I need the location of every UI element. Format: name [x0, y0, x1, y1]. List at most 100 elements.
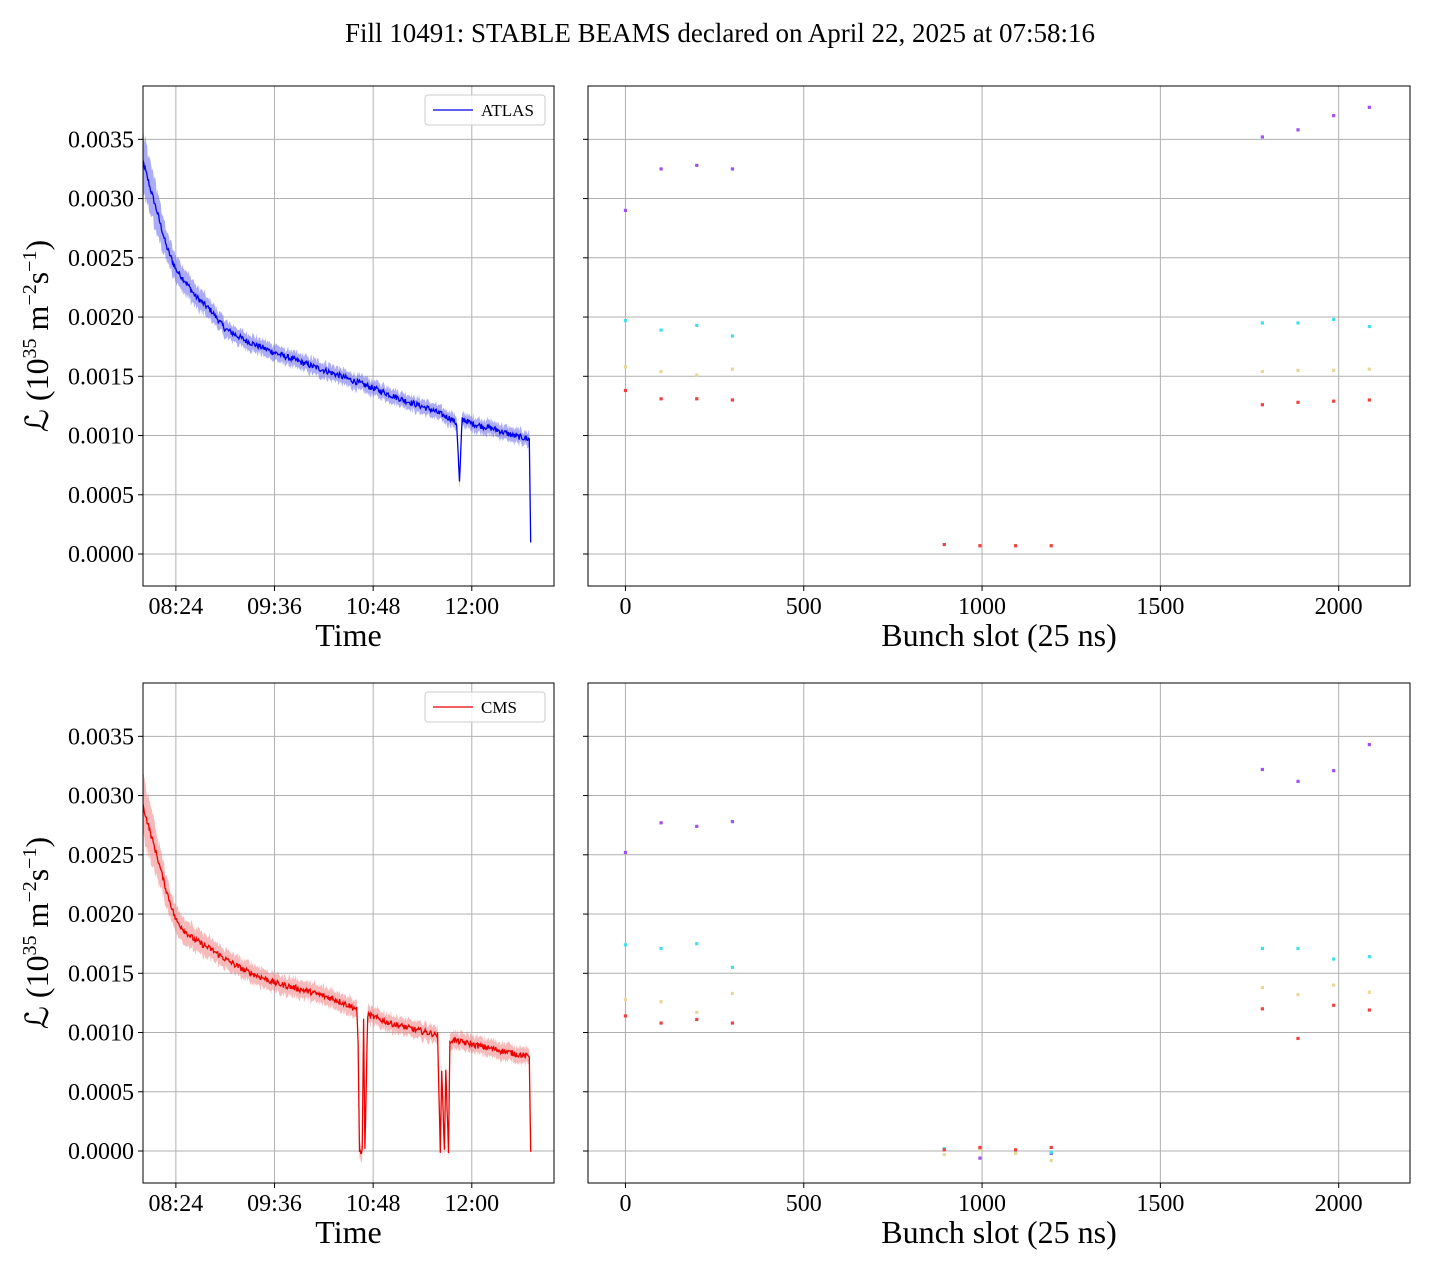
scatter-point: [1296, 368, 1300, 372]
y-tick-label: 0.0020: [68, 902, 134, 928]
x-tick-label: 08:24: [149, 1191, 204, 1217]
legend-label: ATLAS: [481, 101, 534, 120]
y-tick-label: 0.0035: [68, 127, 134, 153]
scatter-point: [695, 373, 699, 377]
x-tick-label: 1000: [958, 594, 1006, 620]
scatter-point: [1332, 317, 1336, 322]
x-tick-label: 08:24: [149, 594, 204, 620]
scatter-point: [978, 1156, 982, 1160]
scatter-point: [1260, 135, 1264, 139]
x-tick-label: 500: [786, 594, 822, 620]
x-tick-label: 2000: [1315, 1191, 1363, 1217]
scatter-point: [1332, 983, 1336, 987]
series-line: [143, 802, 532, 1155]
scatter-point: [1049, 544, 1053, 548]
panel-bottom-left: 08:24 09:36 10:48 12:00 0.0000 0.0005 0.0010 0.…: [19, 682, 555, 1250]
panel-top-left: 08:24 09:36 10:48 12:00 0.0000 0.0005 0.0010 0.…: [19, 85, 555, 653]
scatter-point: [695, 942, 699, 946]
axes-frame: [142, 85, 555, 587]
scatter-point: [1260, 985, 1264, 990]
x-tick-label: 0: [619, 1191, 631, 1217]
x-tick-label: 1000: [958, 1191, 1006, 1217]
scatter-point: [623, 997, 628, 1001]
scatter-point: [1296, 321, 1300, 325]
scatter-point: [730, 334, 735, 338]
scatter-point: [623, 208, 628, 213]
scatter-point: [659, 328, 663, 332]
scatter-point: [695, 397, 699, 401]
scatter-point: [695, 824, 699, 828]
y-tick-label: 0.0030: [68, 784, 134, 810]
y-axis-label: ℒ (1035 m−2s−1): [19, 240, 55, 432]
x-tick-label: 10:48: [346, 594, 401, 620]
scatter-point: [978, 544, 982, 548]
scatter-point: [695, 1010, 699, 1014]
axes-frame: [142, 682, 555, 1184]
scatter-point: [1332, 769, 1336, 773]
scatter-point: [1049, 1145, 1053, 1150]
x-tick-label: 1500: [1136, 594, 1184, 620]
axes-frame: [587, 682, 1411, 1184]
panel-bottom-right: 0 500 1000 1500 2000 Bunch slot (25 ns): [583, 682, 1411, 1250]
scatter-point: [978, 1148, 982, 1152]
legend-box: [424, 94, 546, 126]
scatter-point: [695, 323, 699, 327]
scatter-point: [659, 167, 663, 171]
scatter-point: [730, 991, 735, 996]
scatter-point: [942, 1152, 946, 1157]
scatter-point: [1260, 369, 1264, 374]
series-line: [143, 156, 532, 543]
scatter-point: [1332, 957, 1336, 961]
x-axis-label: Bunch slot (25 ns): [881, 617, 1117, 653]
x-tick-label: 12:00: [444, 1191, 499, 1217]
scatter-point: [623, 365, 628, 369]
scatter-point: [1367, 743, 1371, 747]
y-tick-label: 0.0005: [68, 483, 134, 509]
scatter-point: [623, 1014, 628, 1018]
scatter-point: [659, 397, 663, 401]
scatter-point: [942, 542, 946, 547]
scatter-point: [1013, 1151, 1018, 1155]
scatter-point: [1296, 993, 1300, 997]
y-tick-label: 0.0015: [68, 961, 134, 987]
scatter-point: [1260, 321, 1264, 325]
figure-title: Fill 10491: STABLE BEAMS declared on Apr…: [344, 18, 1096, 48]
scatter-point: [1013, 544, 1018, 548]
y-tick-label: 0.0005: [68, 1080, 134, 1106]
scatter-point: [659, 1000, 663, 1004]
legend-box: [424, 691, 546, 723]
scatter-point: [1049, 1158, 1053, 1163]
scatter-point: [1260, 1007, 1264, 1011]
y-tick-label: 0.0000: [68, 1139, 134, 1165]
scatter-point: [1367, 367, 1371, 371]
y-tick-label: 0.0010: [68, 1021, 134, 1047]
scatter-point: [1367, 398, 1371, 402]
scatter-point: [659, 369, 663, 374]
scatter-point: [623, 943, 628, 947]
x-axis-label: Time: [315, 617, 381, 653]
legend-label: CMS: [481, 698, 517, 717]
scatter-point: [1296, 400, 1300, 404]
y-axis-label: ℒ (1035 m−2s−1): [19, 837, 55, 1029]
scatter-point: [659, 946, 663, 951]
x-tick-label: 500: [786, 1191, 822, 1217]
scatter-point: [1332, 1003, 1336, 1007]
scatter-point: [623, 850, 628, 855]
scatter-point: [1296, 946, 1300, 951]
y-tick-label: 0.0000: [68, 542, 134, 568]
x-tick-label: 12:00: [444, 594, 499, 620]
x-axis-label: Time: [315, 1214, 381, 1250]
scatter-point: [730, 820, 735, 824]
scatter-point: [730, 965, 735, 969]
scatter-point: [1367, 1008, 1371, 1012]
x-tick-label: 0: [619, 594, 631, 620]
x-tick-label: 2000: [1315, 594, 1363, 620]
x-tick-label: 10:48: [346, 1191, 401, 1217]
scatter-point: [730, 167, 735, 171]
scatter-point: [1296, 1036, 1300, 1041]
scatter-point: [1367, 990, 1371, 994]
y-tick-label: 0.0025: [68, 246, 134, 272]
scatter-point: [1367, 324, 1371, 329]
y-tick-label: 0.0030: [68, 187, 134, 213]
x-tick-label: 09:36: [247, 1191, 302, 1217]
